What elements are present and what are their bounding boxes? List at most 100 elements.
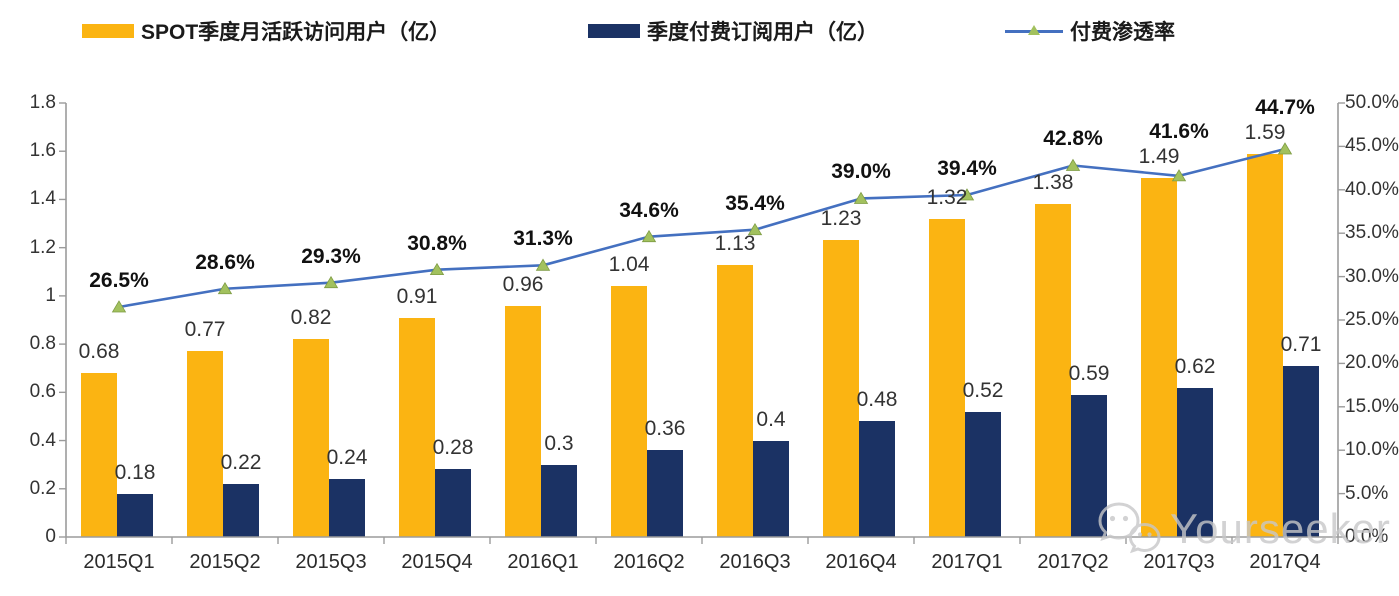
penetration-pct-label: 41.6% — [1149, 119, 1209, 143]
penetration-pct-label: 30.8% — [407, 231, 467, 255]
bar-paid — [1177, 387, 1213, 537]
paid-value-label: 0.18 — [114, 460, 156, 484]
x-axis-category-label: 2015Q4 — [401, 551, 473, 573]
paid-value-label: 0.3 — [544, 431, 574, 455]
paid-value-label: 0.28 — [432, 436, 474, 460]
bar-mau — [293, 339, 329, 537]
bar-paid — [541, 464, 577, 537]
left-axis-tick-label: 0.6 — [29, 381, 56, 403]
bar-mau — [823, 240, 859, 537]
bar-paid — [435, 469, 471, 537]
x-axis-category-label: 2017Q2 — [1037, 551, 1109, 573]
x-axis-category-label: 2016Q4 — [825, 551, 897, 573]
x-axis-category-label: 2016Q3 — [719, 551, 791, 573]
bar-paid — [117, 493, 153, 537]
paid-value-label: 0.52 — [962, 378, 1004, 402]
penetration-pct-label: 26.5% — [89, 268, 149, 292]
paid-value-label: 0.59 — [1068, 361, 1110, 385]
right-axis-tick-label: 40.0% — [1345, 178, 1399, 200]
mau-value-label: 1.04 — [608, 253, 650, 277]
right-axis-tick-label: 50.0% — [1345, 92, 1399, 113]
paid-value-label: 0.62 — [1174, 354, 1216, 378]
legend-label-paid: 季度付费订阅用户（亿） — [647, 21, 878, 44]
bar-mau — [1141, 177, 1177, 537]
triangle-marker-icon — [217, 281, 233, 295]
mau-value-label: 0.77 — [184, 318, 226, 342]
legend-item-penetration: 付费渗透率 — [1005, 16, 1175, 46]
paid-legend-swatch-icon — [588, 24, 640, 38]
penetration-pct-label: 42.8% — [1043, 127, 1103, 151]
paid-value-label: 0.22 — [220, 450, 262, 474]
right-axis-tick-label: 45.0% — [1345, 135, 1399, 157]
mau-value-label: 1.23 — [820, 207, 862, 231]
penetration-pct-label: 39.4% — [937, 157, 997, 180]
left-axis-tick-label: 0.2 — [29, 477, 56, 499]
penetration-pct-label: 35.4% — [725, 191, 785, 215]
bar-paid — [647, 450, 683, 537]
paid-value-label: 0.24 — [326, 446, 368, 470]
left-axis-tick-label: 1.6 — [29, 140, 56, 162]
legend-item-paid: 季度付费订阅用户（亿） — [588, 16, 878, 46]
right-axis-tick-label: 25.0% — [1345, 309, 1399, 330]
triangle-marker-icon — [959, 188, 975, 201]
x-axis-category-label: 2017Q3 — [1143, 551, 1215, 573]
left-axis-tick-label: 1.8 — [29, 92, 56, 113]
paid-value-label: 0.71 — [1280, 332, 1322, 356]
left-axis-tick-label: 0 — [45, 526, 56, 547]
mau-value-label: 1.32 — [926, 185, 968, 209]
bar-mau — [505, 305, 541, 537]
bar-mau — [187, 351, 223, 537]
mau-value-label: 1.59 — [1244, 120, 1286, 144]
triangle-marker-icon — [429, 262, 445, 276]
legend-label-penetration: 付费渗透率 — [1070, 21, 1175, 44]
paid-value-label: 0.36 — [644, 417, 686, 441]
mau-value-label: 0.91 — [396, 284, 438, 308]
left-axis-tick-label: 0.8 — [29, 333, 56, 355]
mau-value-label: 0.96 — [502, 272, 544, 296]
triangle-marker-icon — [535, 258, 551, 271]
left-axis-tick-label: 0.4 — [29, 429, 56, 451]
mau-value-label: 1.13 — [714, 231, 756, 255]
right-axis-tick-label: 15.0% — [1345, 395, 1399, 417]
x-axis-category-label: 2015Q2 — [189, 551, 261, 573]
paid-value-label: 0.48 — [856, 388, 898, 412]
x-axis-category-label: 2015Q1 — [83, 551, 155, 573]
x-axis-category-label: 2015Q3 — [295, 551, 367, 573]
triangle-marker-icon — [1277, 142, 1293, 155]
triangle-marker-icon — [111, 300, 127, 313]
triangle-marker-icon — [641, 229, 657, 243]
bar-mau — [929, 218, 965, 537]
right-axis-tick-label: 20.0% — [1345, 352, 1399, 374]
triangle-marker-icon — [323, 275, 339, 289]
triangle-marker-icon — [747, 222, 763, 236]
penetration-pct-label: 29.3% — [301, 244, 361, 268]
left-axis-tick-label: 1.2 — [29, 236, 56, 258]
right-axis-tick-label: 35.0% — [1345, 222, 1399, 244]
legend-item-mau: SPOT季度月活跃访问用户（亿） — [82, 16, 450, 46]
bar-mau — [717, 264, 753, 537]
x-axis-category-label: 2016Q1 — [507, 551, 579, 573]
right-axis-tick-label: 5.0% — [1345, 482, 1389, 504]
bar-paid — [223, 483, 259, 537]
bar-paid — [753, 440, 789, 537]
right-axis-tick-label: 0.0% — [1345, 526, 1389, 547]
line-marker-legend-icon — [1005, 23, 1063, 39]
paid-value-label: 0.4 — [756, 407, 786, 431]
bar-paid — [329, 479, 365, 537]
legend-label-mau: SPOT季度月活跃访问用户（亿） — [141, 21, 451, 44]
bar-paid — [1283, 365, 1319, 537]
bar-mau — [1035, 204, 1071, 537]
mau-value-label: 1.38 — [1032, 171, 1074, 195]
bar-mau — [1247, 153, 1283, 537]
mau-value-label: 0.82 — [290, 306, 332, 330]
penetration-line — [118, 147, 1286, 309]
triangle-marker-icon — [1065, 158, 1081, 171]
penetration-pct-label: 31.3% — [513, 227, 573, 251]
triangle-marker-icon — [853, 191, 869, 204]
penetration-pct-label: 44.7% — [1255, 95, 1315, 119]
x-axis-category-label: 2017Q4 — [1249, 551, 1321, 573]
triangle-marker-icon — [1171, 169, 1187, 182]
